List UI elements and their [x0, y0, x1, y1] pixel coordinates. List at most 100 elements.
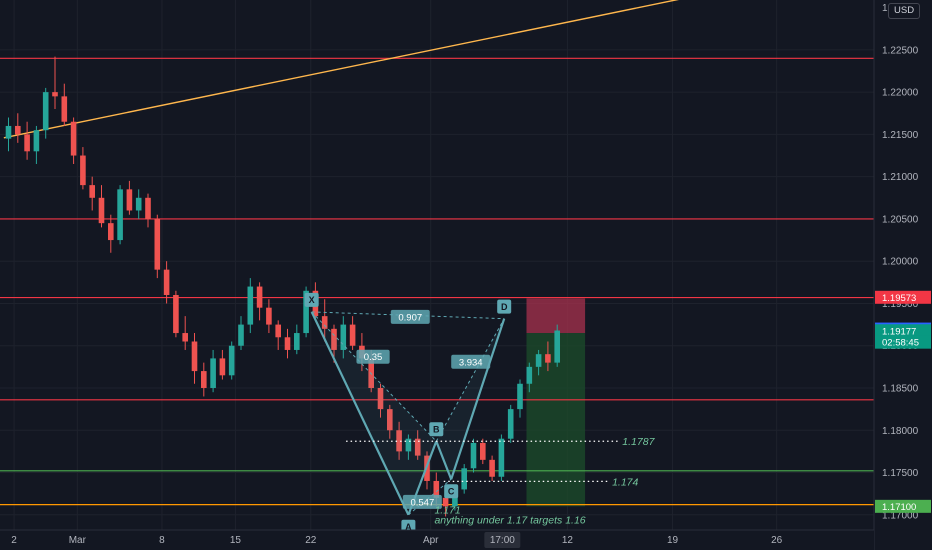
candle-body [517, 383, 523, 410]
price-badge [875, 335, 931, 349]
price-tick-label: 1. [882, 3, 890, 14]
leg-cd [450, 318, 506, 480]
candle-body [15, 125, 21, 135]
candle-body [396, 430, 402, 452]
candle-body [535, 354, 542, 367]
price-axis-background [874, 0, 932, 550]
candle-body [191, 341, 198, 372]
price-badge-label: 02:58:45 [882, 338, 919, 349]
candle-body [108, 223, 114, 241]
candle-body [266, 307, 272, 325]
level-label: 1.1787 [622, 436, 655, 448]
stop-loss-zone [526, 298, 586, 334]
price-badge [875, 499, 931, 513]
price-tick-label: 1.19500 [882, 299, 919, 310]
price-badge-label: 1.19177 [882, 326, 916, 337]
candle-body [284, 337, 291, 350]
candle-body [554, 330, 560, 363]
candle-body [247, 286, 254, 325]
point-badge [304, 292, 319, 307]
point-label-a: A [405, 522, 412, 532]
candle-body [145, 197, 151, 219]
candle-body [173, 295, 179, 334]
candle-body [442, 497, 449, 507]
price-tick-label: 1.17500 [882, 468, 919, 479]
annotation-text: anything under 1.17 targets 1.16 [434, 515, 585, 527]
xab-fill [311, 311, 437, 515]
candle-body [135, 197, 142, 211]
candle-body [5, 125, 12, 139]
leg-xa [310, 311, 410, 516]
price-axis[interactable]: 1. 1.22500 1.22000 1.21500 1.21000 1.20500 1.2… [873, 0, 932, 550]
price-tick-label: 1.21000 [882, 172, 919, 183]
point-badge [444, 484, 459, 499]
price-tick-label: 1.22500 [882, 45, 919, 56]
point-label-x: X [309, 295, 315, 305]
currency-label[interactable]: USD [888, 3, 921, 19]
candle-body [340, 324, 347, 350]
candle-body [275, 324, 281, 338]
time-axis-background [0, 530, 874, 550]
price-tick-label: 1.20000 [882, 257, 919, 268]
time-tick-label: 12 [562, 535, 574, 546]
point-label-b: B [433, 424, 440, 434]
candle-body [126, 189, 133, 211]
ratio-badge [451, 354, 491, 369]
candle-body [414, 438, 421, 456]
candle-body [52, 92, 58, 97]
candle-body [387, 409, 393, 431]
candle-body [480, 442, 486, 460]
time-tick-label: Mar [69, 535, 87, 546]
candle-body [117, 189, 123, 241]
candle-body [349, 324, 356, 346]
candle-body [98, 197, 105, 224]
candle-body [238, 324, 244, 346]
position-zones [526, 298, 586, 507]
ratio-label: 3.934 [459, 357, 483, 368]
candle-body [80, 155, 86, 186]
time-tick-label: 15 [230, 535, 242, 546]
point-label-d: D [501, 302, 508, 312]
candle-body [294, 333, 300, 350]
leg-bc [435, 440, 453, 480]
price-badge [875, 324, 931, 338]
ratio-label: 0.547 [410, 497, 434, 508]
time-tick-label: 26 [771, 535, 783, 546]
ratio-label: 0.907 [398, 312, 422, 323]
time-tick-label: 19 [667, 535, 679, 546]
candle-body [303, 290, 309, 334]
candle-body [489, 459, 495, 477]
candle-body [61, 96, 68, 122]
price-tick-label: 1.18500 [882, 383, 919, 394]
point-badge [429, 422, 444, 437]
time-tick-label: 8 [159, 535, 165, 546]
time-marker-label: 17:00 [490, 535, 515, 546]
candle-body [433, 480, 440, 498]
harmonic-pattern: 0.907 0.35 3.934 0.547 X A B C D [304, 292, 512, 534]
candle-body [163, 269, 170, 296]
candle-body [154, 218, 161, 270]
candle-body [507, 409, 514, 439]
candle-body [545, 354, 551, 363]
candle-body [228, 345, 235, 376]
candle-body [321, 316, 328, 329]
ratio-label: 0.35 [364, 352, 383, 363]
candle-body [219, 358, 226, 376]
time-tick-label: Apr [423, 535, 439, 546]
level-label: 1.174 [612, 476, 638, 488]
price-tick-label: 1.22000 [882, 88, 919, 99]
ratio-badge [356, 349, 390, 364]
time-tick-label: 2 [11, 535, 17, 546]
candle-body [182, 333, 188, 342]
candle-body [498, 438, 505, 477]
time-axis[interactable]: 2 Mar 8 15 22 Apr 12 19 26 17:00 [0, 529, 874, 550]
candle-body [526, 366, 533, 384]
ratio-badge [402, 494, 442, 509]
price-badge-label: 1.17100 [882, 502, 916, 513]
price-tick-label: 1.20500 [882, 214, 919, 225]
level-label: 1.171 [434, 504, 460, 516]
price-tick-label: 1.21500 [882, 130, 919, 141]
